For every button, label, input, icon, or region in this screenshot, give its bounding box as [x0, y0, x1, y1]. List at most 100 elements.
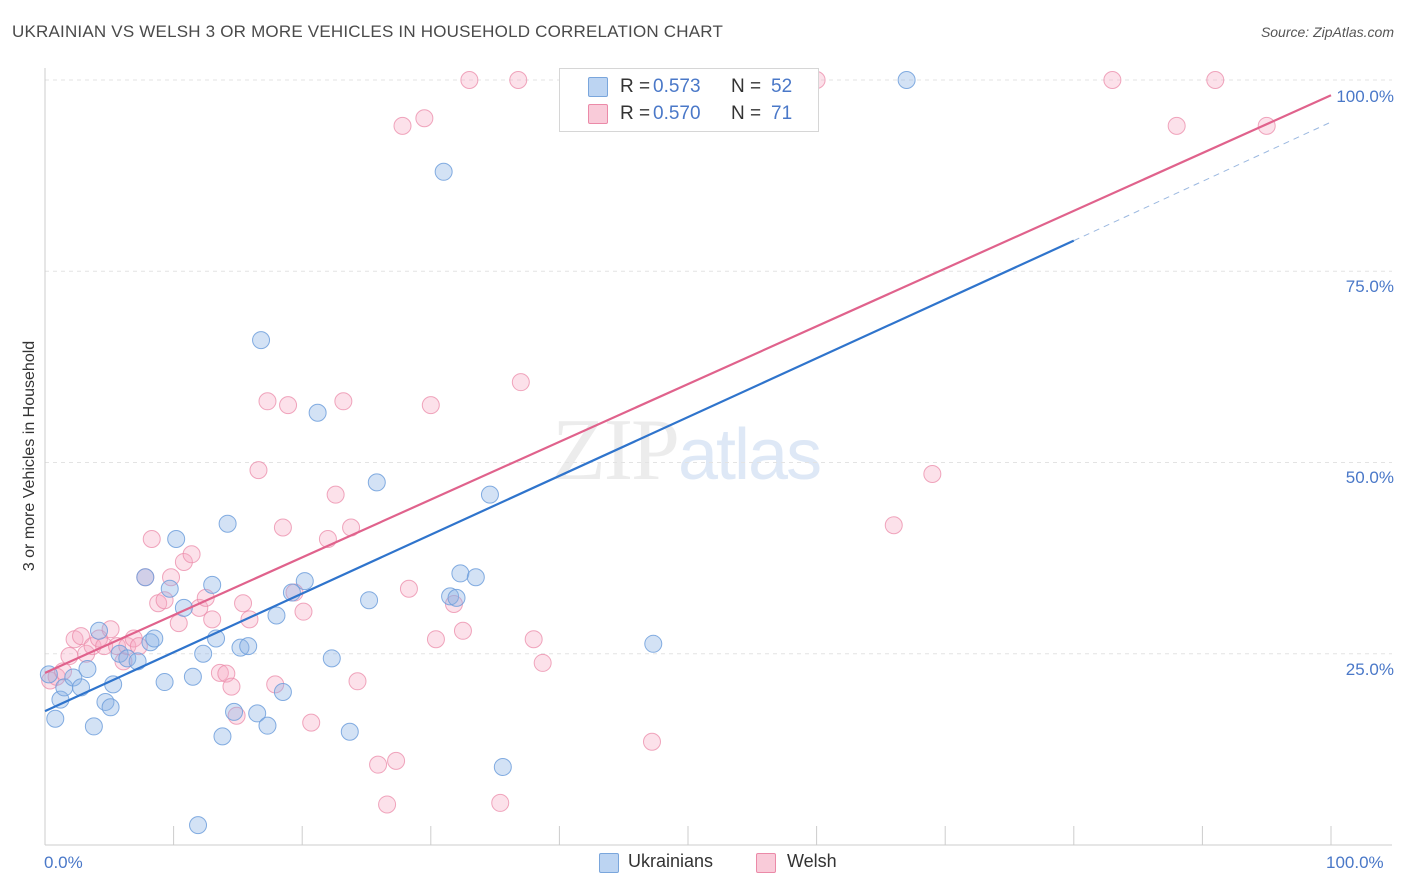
ukrainians-point-49	[480, 485, 499, 504]
ukrainians-point-51	[644, 634, 663, 653]
ukrainians-point-33	[252, 331, 271, 350]
x-tick-label-100: 100.0%	[1326, 853, 1384, 872]
welsh-legend-label: Welsh	[787, 851, 837, 871]
ukrainians-point-25	[203, 575, 222, 594]
ukrainians-point-1	[46, 709, 65, 728]
ukrainians-legend-label: Ukrainians	[628, 851, 714, 871]
ukrainians-legend-swatch	[599, 853, 619, 873]
ukrainians-point-14	[128, 652, 147, 671]
ukrainians-point-30	[231, 638, 250, 657]
ukrainians-point-39	[308, 403, 327, 422]
welsh-point-65	[884, 516, 903, 535]
ukrainians-trend-line	[44, 239, 1075, 713]
ukrainians-point-19	[160, 579, 179, 598]
source-credit: Source: ZipAtlas.com	[1260, 24, 1394, 40]
n-label: N =	[731, 103, 762, 124]
ukrainians-point-7	[84, 717, 103, 736]
ukrainians-point-9	[96, 692, 115, 711]
welsh-point-57	[491, 793, 510, 812]
ukrainians-point-44	[434, 162, 453, 181]
welsh-swatch	[588, 104, 608, 124]
correlation-legend: R = 0.573 N = 52 R = 0.570 N = 71	[559, 68, 819, 132]
welsh-point-21	[169, 614, 188, 633]
chart-title: UKRAINIAN VS WELSH 3 OR MORE VEHICLES IN…	[12, 22, 724, 41]
y-tick-label-75: 75.0%	[1345, 277, 1394, 296]
ukrainians-point-17	[145, 629, 164, 648]
n-value: 52	[771, 76, 793, 97]
welsh-point-49	[393, 116, 412, 135]
welsh-point-58	[509, 71, 528, 89]
ukrainians-point-46	[447, 588, 466, 607]
watermark: ZIPatlas	[552, 400, 822, 501]
welsh-point-34	[258, 392, 277, 411]
welsh-point-55	[453, 621, 472, 640]
welsh-point-59	[511, 373, 530, 392]
ukrainians-point-32	[248, 704, 267, 723]
welsh-point-42	[326, 485, 345, 504]
ukrainians-point-27	[213, 727, 232, 746]
ukrainians-point-10	[101, 698, 120, 717]
r-value: 0.570	[653, 103, 701, 124]
ukrainians-swatch	[588, 77, 608, 97]
ukrainians-point-38	[295, 572, 314, 591]
welsh-point-15	[129, 637, 148, 656]
welsh-point-31	[234, 594, 253, 613]
welsh-point-60	[524, 630, 543, 649]
welsh-point-66	[923, 464, 942, 483]
welsh-point-43	[334, 392, 353, 411]
ukrainians-point-6	[78, 660, 97, 679]
ukrainians-point-28	[218, 514, 237, 533]
n-label: N =	[731, 76, 762, 97]
ukrainians-point-4	[64, 668, 83, 687]
ukrainians-point-47	[451, 564, 470, 583]
ukrainians-trend-extension	[1073, 121, 1332, 242]
ukrainians-point-8	[90, 621, 109, 640]
y-tick-label-25: 25.0%	[1345, 660, 1394, 679]
welsh-legend-swatch	[756, 853, 776, 873]
welsh-trend-line	[44, 94, 1332, 674]
welsh-point-51	[415, 109, 434, 128]
ukrainians-point-42	[360, 591, 379, 610]
welsh-point-27	[210, 663, 229, 682]
ukrainians-point-43	[367, 473, 386, 492]
n-value: 71	[771, 103, 793, 124]
welsh-point-47	[378, 795, 397, 814]
ukrainians-point-48	[466, 568, 485, 587]
welsh-point-63	[642, 732, 661, 751]
welsh-point-61	[533, 653, 552, 672]
ukrainians-point-41	[340, 722, 359, 741]
y-tick-label-50: 50.0%	[1345, 468, 1394, 487]
welsh-point-23	[182, 545, 201, 564]
welsh-point-35	[266, 675, 285, 694]
welsh-point-29	[222, 677, 241, 696]
welsh-point-56	[460, 71, 479, 89]
legend-row-ukrainians: R = 0.573 N = 52	[560, 74, 818, 100]
ukrainians-point-35	[267, 606, 286, 625]
ukrainians-point-40	[322, 649, 341, 668]
welsh-point-45	[348, 672, 367, 691]
legend-row-welsh: R = 0.570 N = 71	[560, 101, 818, 127]
welsh-point-36	[273, 518, 292, 537]
ukrainians-point-22	[183, 667, 202, 686]
ukrainians-point-36	[273, 683, 292, 701]
welsh-point-5	[72, 627, 91, 646]
welsh-point-40	[302, 713, 321, 732]
welsh-point-20	[162, 568, 181, 587]
welsh-point-46	[369, 755, 388, 774]
r-label: R =	[620, 103, 651, 124]
watermark-atlas: atlas	[678, 415, 822, 495]
ukrainians-point-23	[189, 816, 208, 835]
y-axis-label: 3 or more Vehicles in Household	[21, 340, 38, 572]
ukrainians-point-50	[493, 757, 512, 776]
welsh-point-26	[203, 610, 222, 629]
ukrainians-point-5	[72, 678, 91, 697]
ukrainians-point-29	[225, 702, 244, 721]
ukrainians-point-45	[441, 587, 460, 606]
welsh-point-53	[426, 630, 445, 649]
welsh-point-22	[174, 552, 193, 571]
x-tick-label-0: 0.0%	[44, 853, 83, 872]
r-label: R =	[620, 76, 651, 97]
welsh-point-68	[1167, 116, 1186, 135]
welsh-point-50	[399, 579, 418, 598]
